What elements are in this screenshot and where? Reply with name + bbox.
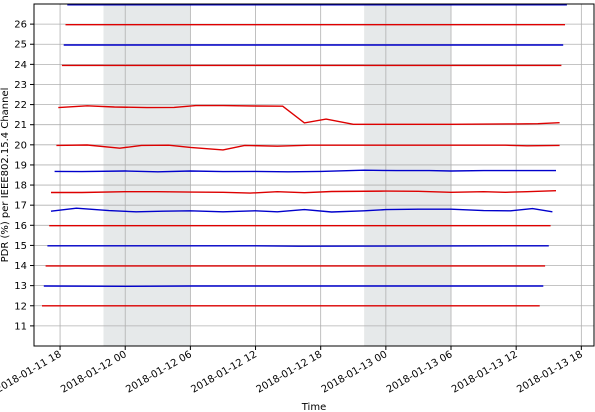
series-line-6 bbox=[51, 190, 557, 194]
y-tick-label: 24 bbox=[14, 60, 27, 71]
y-tick-label: 17 bbox=[14, 201, 27, 212]
y-tick-label: 22 bbox=[14, 100, 27, 111]
x-axis-label: Time bbox=[301, 402, 326, 412]
axis-ticks: 11 12 13 14 15 16 17 18 19 20 21 22 23 24 25 26 2018-01-… bbox=[0, 20, 585, 396]
x-tick-label: 2018-01-12 12 bbox=[189, 349, 259, 396]
x-tick-label: 2018-01-12 06 bbox=[124, 349, 194, 396]
y-tick-label: 11 bbox=[14, 321, 27, 332]
x-tick-label: 2018-01-13 18 bbox=[515, 349, 585, 396]
y-tick-label: 26 bbox=[14, 20, 27, 31]
x-tick-label: 2018-01-12 18 bbox=[255, 349, 325, 396]
x-tick-label: 2018-01-13 00 bbox=[320, 349, 390, 396]
y-tick-label: 13 bbox=[14, 281, 27, 292]
shaded-periods bbox=[103, 4, 452, 346]
shaded-period-0 bbox=[103, 4, 191, 346]
x-tick-label: 2018-01-11 18 bbox=[0, 349, 64, 396]
y-axis-label: PDR (%) per IEEE802.15.4 Channel bbox=[0, 88, 11, 263]
y-tick-label: 20 bbox=[14, 140, 27, 151]
y-tick-label: 18 bbox=[14, 181, 27, 192]
shaded-period-1 bbox=[364, 4, 452, 346]
x-tick-label: 2018-01-13 06 bbox=[385, 349, 455, 396]
y-tick-label: 15 bbox=[14, 241, 27, 252]
series-line-9 bbox=[58, 104, 560, 126]
series-line-8 bbox=[56, 144, 560, 151]
series-lines bbox=[42, 4, 567, 307]
y-tick-label: 19 bbox=[14, 160, 27, 171]
y-tick-label: 14 bbox=[14, 261, 27, 272]
y-tick-label: 23 bbox=[14, 80, 27, 91]
series-line-5 bbox=[50, 207, 553, 213]
y-tick-label: 25 bbox=[14, 40, 27, 51]
x-tick-label: 2018-01-13 12 bbox=[450, 349, 520, 396]
plot-area-frame bbox=[33, 3, 595, 347]
y-tick-label: 16 bbox=[14, 221, 27, 232]
y-tick-label: 12 bbox=[14, 301, 27, 312]
x-tick-label: 2018-01-12 00 bbox=[59, 349, 129, 396]
y-tick-label: 21 bbox=[14, 120, 27, 131]
series-line-7 bbox=[54, 169, 556, 173]
